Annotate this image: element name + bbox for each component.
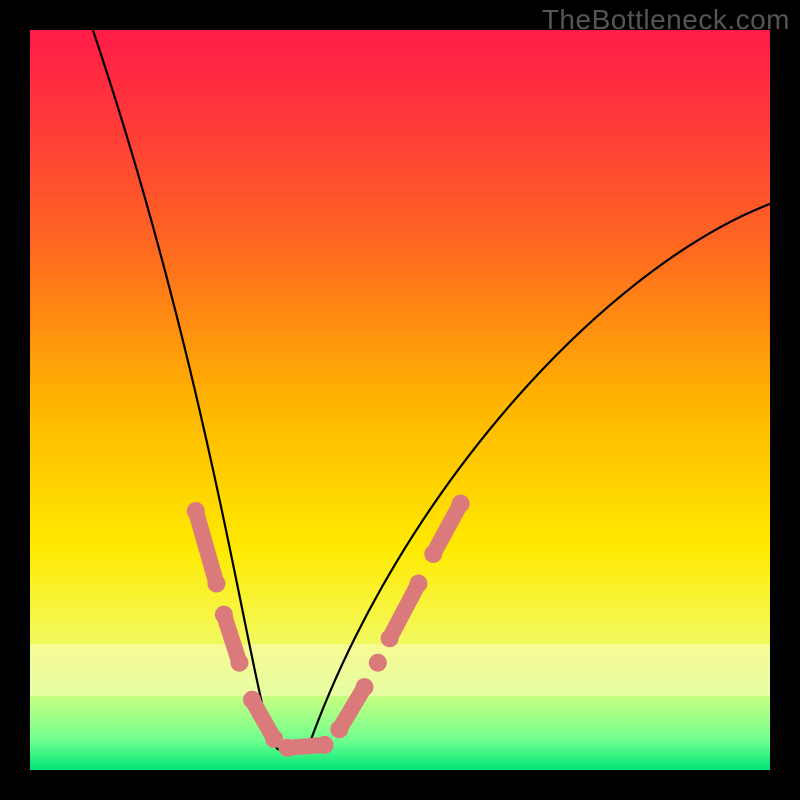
marker-cap: [316, 736, 334, 754]
marker-cap: [369, 654, 387, 672]
marker-cap: [230, 654, 248, 672]
pale-band: [30, 644, 770, 696]
watermark-text: TheBottleneck.com: [542, 0, 800, 36]
chart-svg: [0, 0, 800, 800]
marker-cap: [452, 495, 470, 513]
marker-cap: [410, 575, 428, 593]
marker-cap: [355, 678, 373, 696]
marker-cap: [207, 575, 225, 593]
chart-root: TheBottleneck.com: [0, 0, 800, 800]
